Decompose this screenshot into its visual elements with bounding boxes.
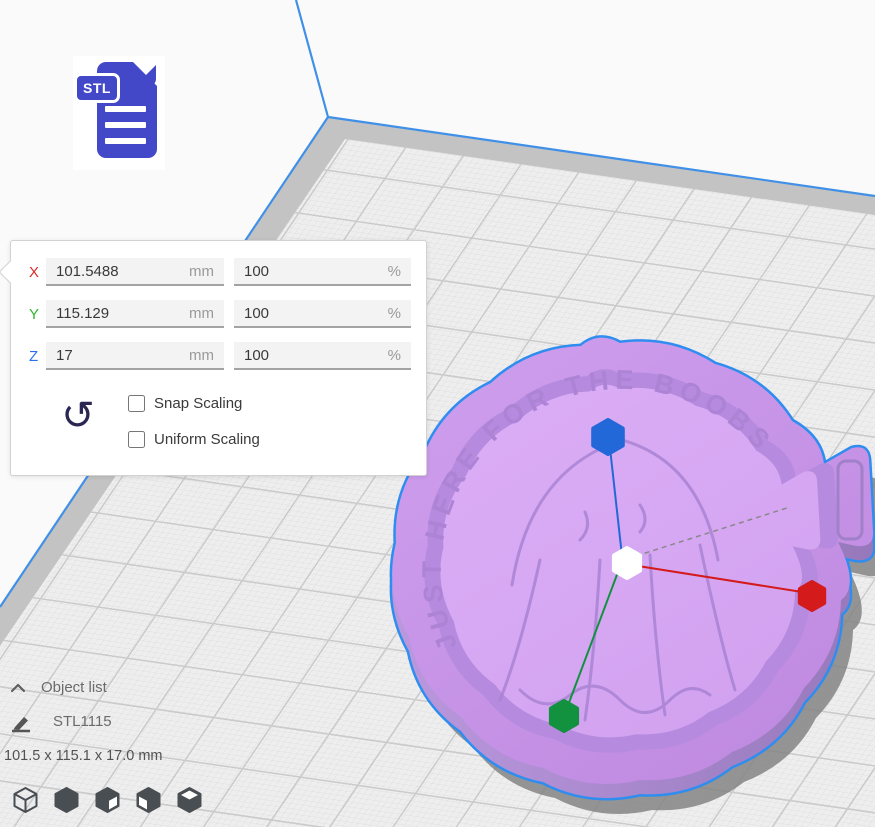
model-dimensions-label: 101.5 x 115.1 x 17.0 mm bbox=[4, 748, 163, 764]
scale-tool-panel: X mm % Y mm % Z mm bbox=[0, 240, 427, 476]
y-size-input[interactable] bbox=[56, 304, 156, 322]
file-thumbnail-card: STL bbox=[73, 56, 165, 170]
uniform-scaling-label: Uniform Scaling bbox=[154, 430, 260, 448]
stl-badge: STL bbox=[74, 73, 120, 103]
z-size-input[interactable] bbox=[56, 346, 156, 364]
x-percent-field: % bbox=[234, 258, 411, 286]
stl-icon-line bbox=[105, 122, 146, 128]
object-list-title[interactable]: Object list bbox=[41, 679, 107, 696]
view-preset-toolbar bbox=[12, 786, 203, 814]
view-top-icon[interactable] bbox=[94, 786, 121, 814]
z-unit-label: mm bbox=[189, 346, 214, 364]
stl-icon-line bbox=[105, 106, 146, 112]
reset-scale-button[interactable]: ↺ bbox=[55, 391, 101, 441]
y-percent-unit: % bbox=[387, 304, 401, 322]
object-list-item[interactable]: STL1115 bbox=[53, 713, 112, 730]
axis-label-z: Z bbox=[29, 348, 39, 365]
y-percent-field: % bbox=[234, 300, 411, 328]
x-unit-label: mm bbox=[189, 262, 214, 280]
chevron-up-icon[interactable] bbox=[10, 682, 26, 694]
z-size-field: mm bbox=[46, 342, 224, 370]
axis-label-x: X bbox=[29, 264, 40, 281]
snap-scaling-label: Snap Scaling bbox=[154, 394, 243, 412]
snap-scaling-checkbox[interactable] bbox=[128, 394, 145, 412]
stl-icon-line bbox=[105, 138, 146, 144]
z-percent-unit: % bbox=[387, 346, 401, 364]
uniform-scaling-checkbox[interactable] bbox=[128, 430, 145, 448]
axis-label-y: Y bbox=[29, 306, 40, 323]
view-front-icon[interactable] bbox=[53, 786, 80, 814]
y-percent-input[interactable] bbox=[244, 304, 344, 322]
view-left-icon[interactable] bbox=[135, 786, 162, 814]
y-unit-label: mm bbox=[189, 304, 214, 322]
x-size-input[interactable] bbox=[56, 262, 156, 280]
view-3d-icon[interactable] bbox=[12, 786, 39, 814]
z-percent-field: % bbox=[234, 342, 411, 370]
x-percent-input[interactable] bbox=[244, 262, 344, 280]
x-size-field: mm bbox=[46, 258, 224, 286]
view-right-icon[interactable] bbox=[176, 786, 203, 814]
x-percent-unit: % bbox=[387, 262, 401, 280]
y-size-field: mm bbox=[46, 300, 224, 328]
z-percent-input[interactable] bbox=[244, 346, 344, 364]
pencil-icon bbox=[12, 717, 30, 733]
